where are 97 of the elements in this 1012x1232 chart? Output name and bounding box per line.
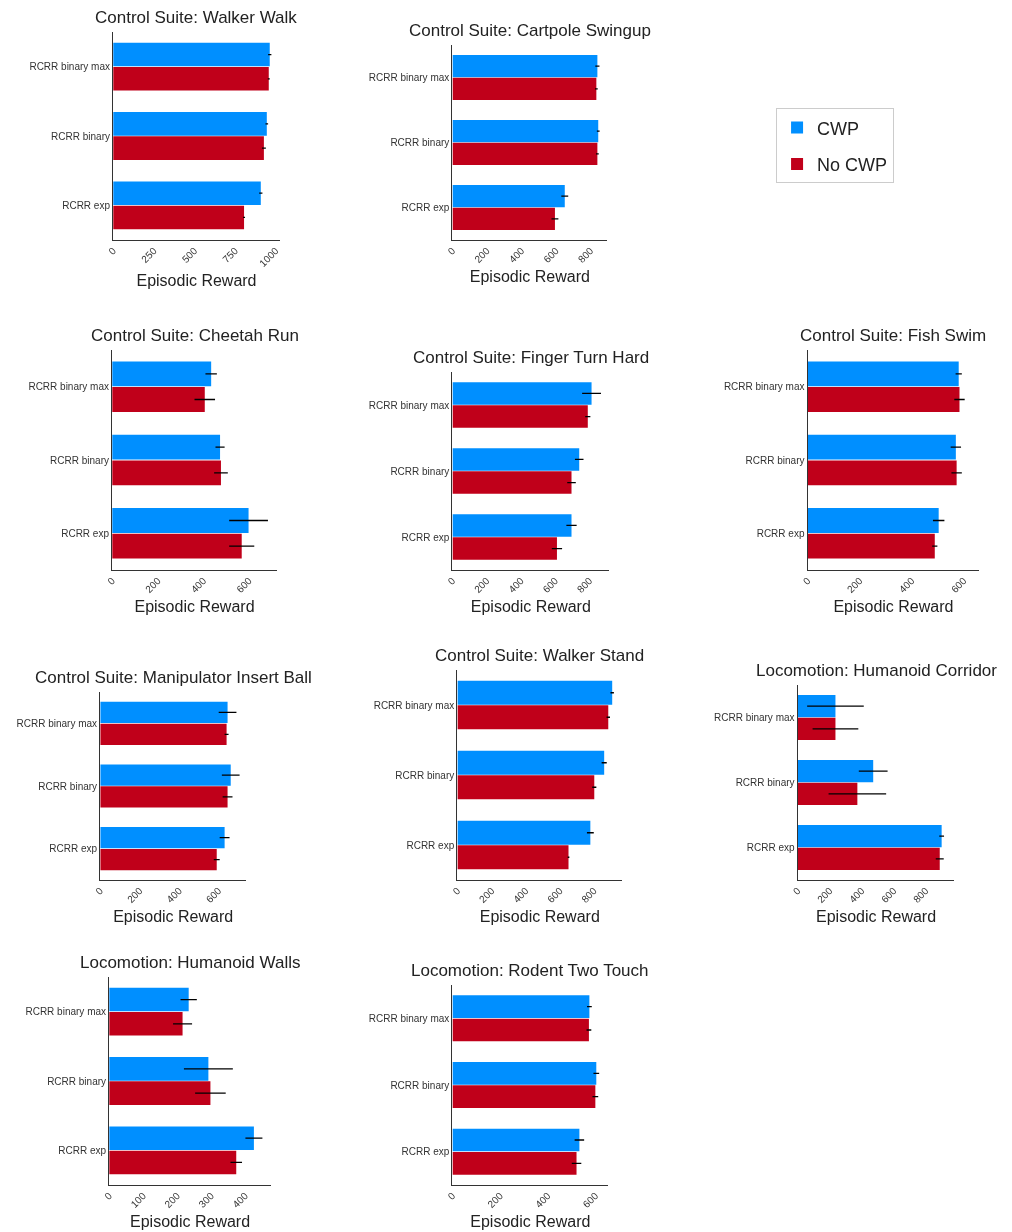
y-tick-label: RCRR binary max	[723, 381, 805, 393]
x-tick-label: 0	[102, 1190, 115, 1203]
chart-title: Control Suite: Walker Walk	[95, 8, 298, 27]
y-tick-label: RCRR binary max	[16, 717, 98, 729]
x-axis-title: Episodic Reward	[113, 907, 234, 925]
y-tick-label: RCRR binary max	[29, 61, 110, 73]
x-tick-label: 0	[450, 885, 463, 898]
x-tick-label: 0	[445, 1190, 458, 1203]
y-tick-label: RCRR exp	[406, 839, 455, 851]
x-tick-label: 400	[164, 885, 185, 905]
x-axis-title: Episodic Reward	[134, 597, 255, 615]
chart-title: Control Suite: Cartpole Swingup	[409, 21, 651, 40]
x-tick-label: 200	[472, 575, 492, 595]
x-tick-label: 600	[879, 885, 899, 905]
x-tick-label: 400	[188, 575, 209, 595]
y-tick-label: RCRR exp	[401, 531, 450, 543]
x-tick-label: 250	[139, 245, 160, 265]
chart-title: Locomotion: Humanoid Walls	[80, 953, 301, 972]
x-tick-label: 800	[579, 885, 600, 905]
y-tick-label: RCRR binary max	[373, 699, 455, 711]
x-tick-label: 0	[106, 245, 119, 258]
x-axis-title: Episodic Reward	[130, 1212, 251, 1230]
y-tick-label: RCRR exp	[401, 1146, 450, 1158]
y-tick-label: RCRR binary	[390, 137, 450, 148]
y-tick-label: RCRR exp	[401, 202, 450, 213]
chart-title: Control Suite: Walker Stand	[435, 646, 645, 665]
x-axis-title: Episodic Reward	[833, 597, 954, 615]
y-tick-label: RCRR binary max	[368, 399, 450, 411]
x-tick-label: 500	[179, 245, 200, 265]
x-tick-label: 600	[540, 575, 561, 595]
y-tick-label: RCRR binary max	[368, 1012, 450, 1024]
x-tick-label: 600	[580, 1190, 601, 1210]
chart-title: Locomotion: Humanoid Corridor	[756, 661, 998, 680]
y-tick-label: RCRR binary	[395, 769, 455, 781]
x-tick-label: 400	[506, 575, 527, 595]
x-tick-label: 600	[234, 575, 255, 595]
x-axis-title: Episodic Reward	[470, 597, 591, 615]
x-axis-title: Episodic Reward	[479, 907, 600, 925]
y-tick-label: RCRR binary max	[713, 712, 795, 723]
x-tick-label: 200	[815, 885, 835, 905]
y-tick-label: RCRR exp	[62, 199, 111, 211]
x-axis-title: Episodic Reward	[470, 1212, 591, 1230]
x-tick-label: 0	[93, 885, 106, 898]
y-tick-label: RCRR binary max	[25, 1006, 107, 1018]
x-tick-label: 400	[511, 885, 531, 905]
x-tick-label: 600	[203, 885, 224, 905]
x-tick-label: 800	[911, 885, 931, 905]
chart-title: Control Suite: Fish Swim	[800, 326, 987, 345]
y-tick-label: RCRR binary	[390, 1079, 450, 1091]
chart-title: Control Suite: Manipulator Insert Ball	[35, 668, 312, 687]
x-tick-label: 200	[162, 1190, 183, 1210]
x-tick-label: 400	[533, 1190, 553, 1210]
chart-title: Control Suite: Finger Turn Hard	[413, 348, 650, 367]
y-tick-label: RCRR binary	[735, 777, 795, 788]
x-tick-label: 0	[800, 575, 813, 588]
x-tick-label: 400	[506, 245, 527, 265]
x-tick-label: 200	[485, 1190, 506, 1210]
legend-label: No CWP	[817, 155, 888, 176]
x-tick-label: 750	[220, 245, 241, 265]
y-tick-label: RCRR binary	[390, 465, 450, 477]
x-tick-label: 400	[230, 1190, 251, 1210]
x-tick-label: 200	[845, 575, 865, 595]
y-tick-label: RCRR binary max	[368, 72, 450, 83]
y-tick-label: RCRR exp	[61, 527, 110, 539]
x-tick-label: 300	[196, 1190, 217, 1210]
x-tick-label: 200	[472, 245, 493, 265]
x-tick-label: 200	[125, 885, 145, 905]
x-tick-label: 800	[574, 575, 595, 595]
x-tick-label: 600	[949, 575, 969, 595]
x-axis-title: Episodic Reward	[136, 271, 257, 289]
x-tick-label: 100	[128, 1190, 149, 1210]
x-axis-title: Episodic Reward	[816, 907, 937, 925]
x-tick-label: 0	[445, 575, 458, 588]
x-tick-label: 0	[445, 245, 458, 258]
chart-title: Locomotion: Rodent Two Touch	[411, 961, 649, 980]
y-tick-label: RCRR exp	[58, 1144, 107, 1156]
chart-title: Control Suite: Cheetah Run	[91, 326, 299, 345]
y-tick-label: RCRR exp	[746, 842, 795, 853]
y-tick-label: RCRR binary	[51, 130, 110, 142]
x-tick-label: 800	[575, 245, 596, 265]
y-tick-label: RCRR exp	[756, 527, 805, 539]
x-tick-label: 600	[545, 885, 566, 905]
x-tick-label: 200	[476, 885, 497, 905]
y-tick-label: RCRR exp	[49, 843, 98, 855]
y-tick-label: RCRR binary	[47, 1075, 107, 1087]
x-axis-title: Episodic Reward	[469, 267, 590, 285]
x-tick-label: 600	[541, 245, 562, 265]
x-tick-label: 400	[847, 885, 867, 905]
y-tick-label: RCRR binary	[745, 454, 805, 466]
x-tick-label: 400	[897, 575, 917, 595]
y-tick-label: RCRR binary max	[28, 381, 110, 393]
y-tick-label: RCRR binary	[38, 780, 98, 792]
x-tick-label: 0	[105, 575, 118, 588]
y-tick-label: RCRR binary	[50, 454, 110, 466]
legend-label: CWP	[817, 118, 860, 139]
x-tick-label: 0	[790, 885, 803, 898]
x-tick-label: 200	[143, 575, 164, 595]
